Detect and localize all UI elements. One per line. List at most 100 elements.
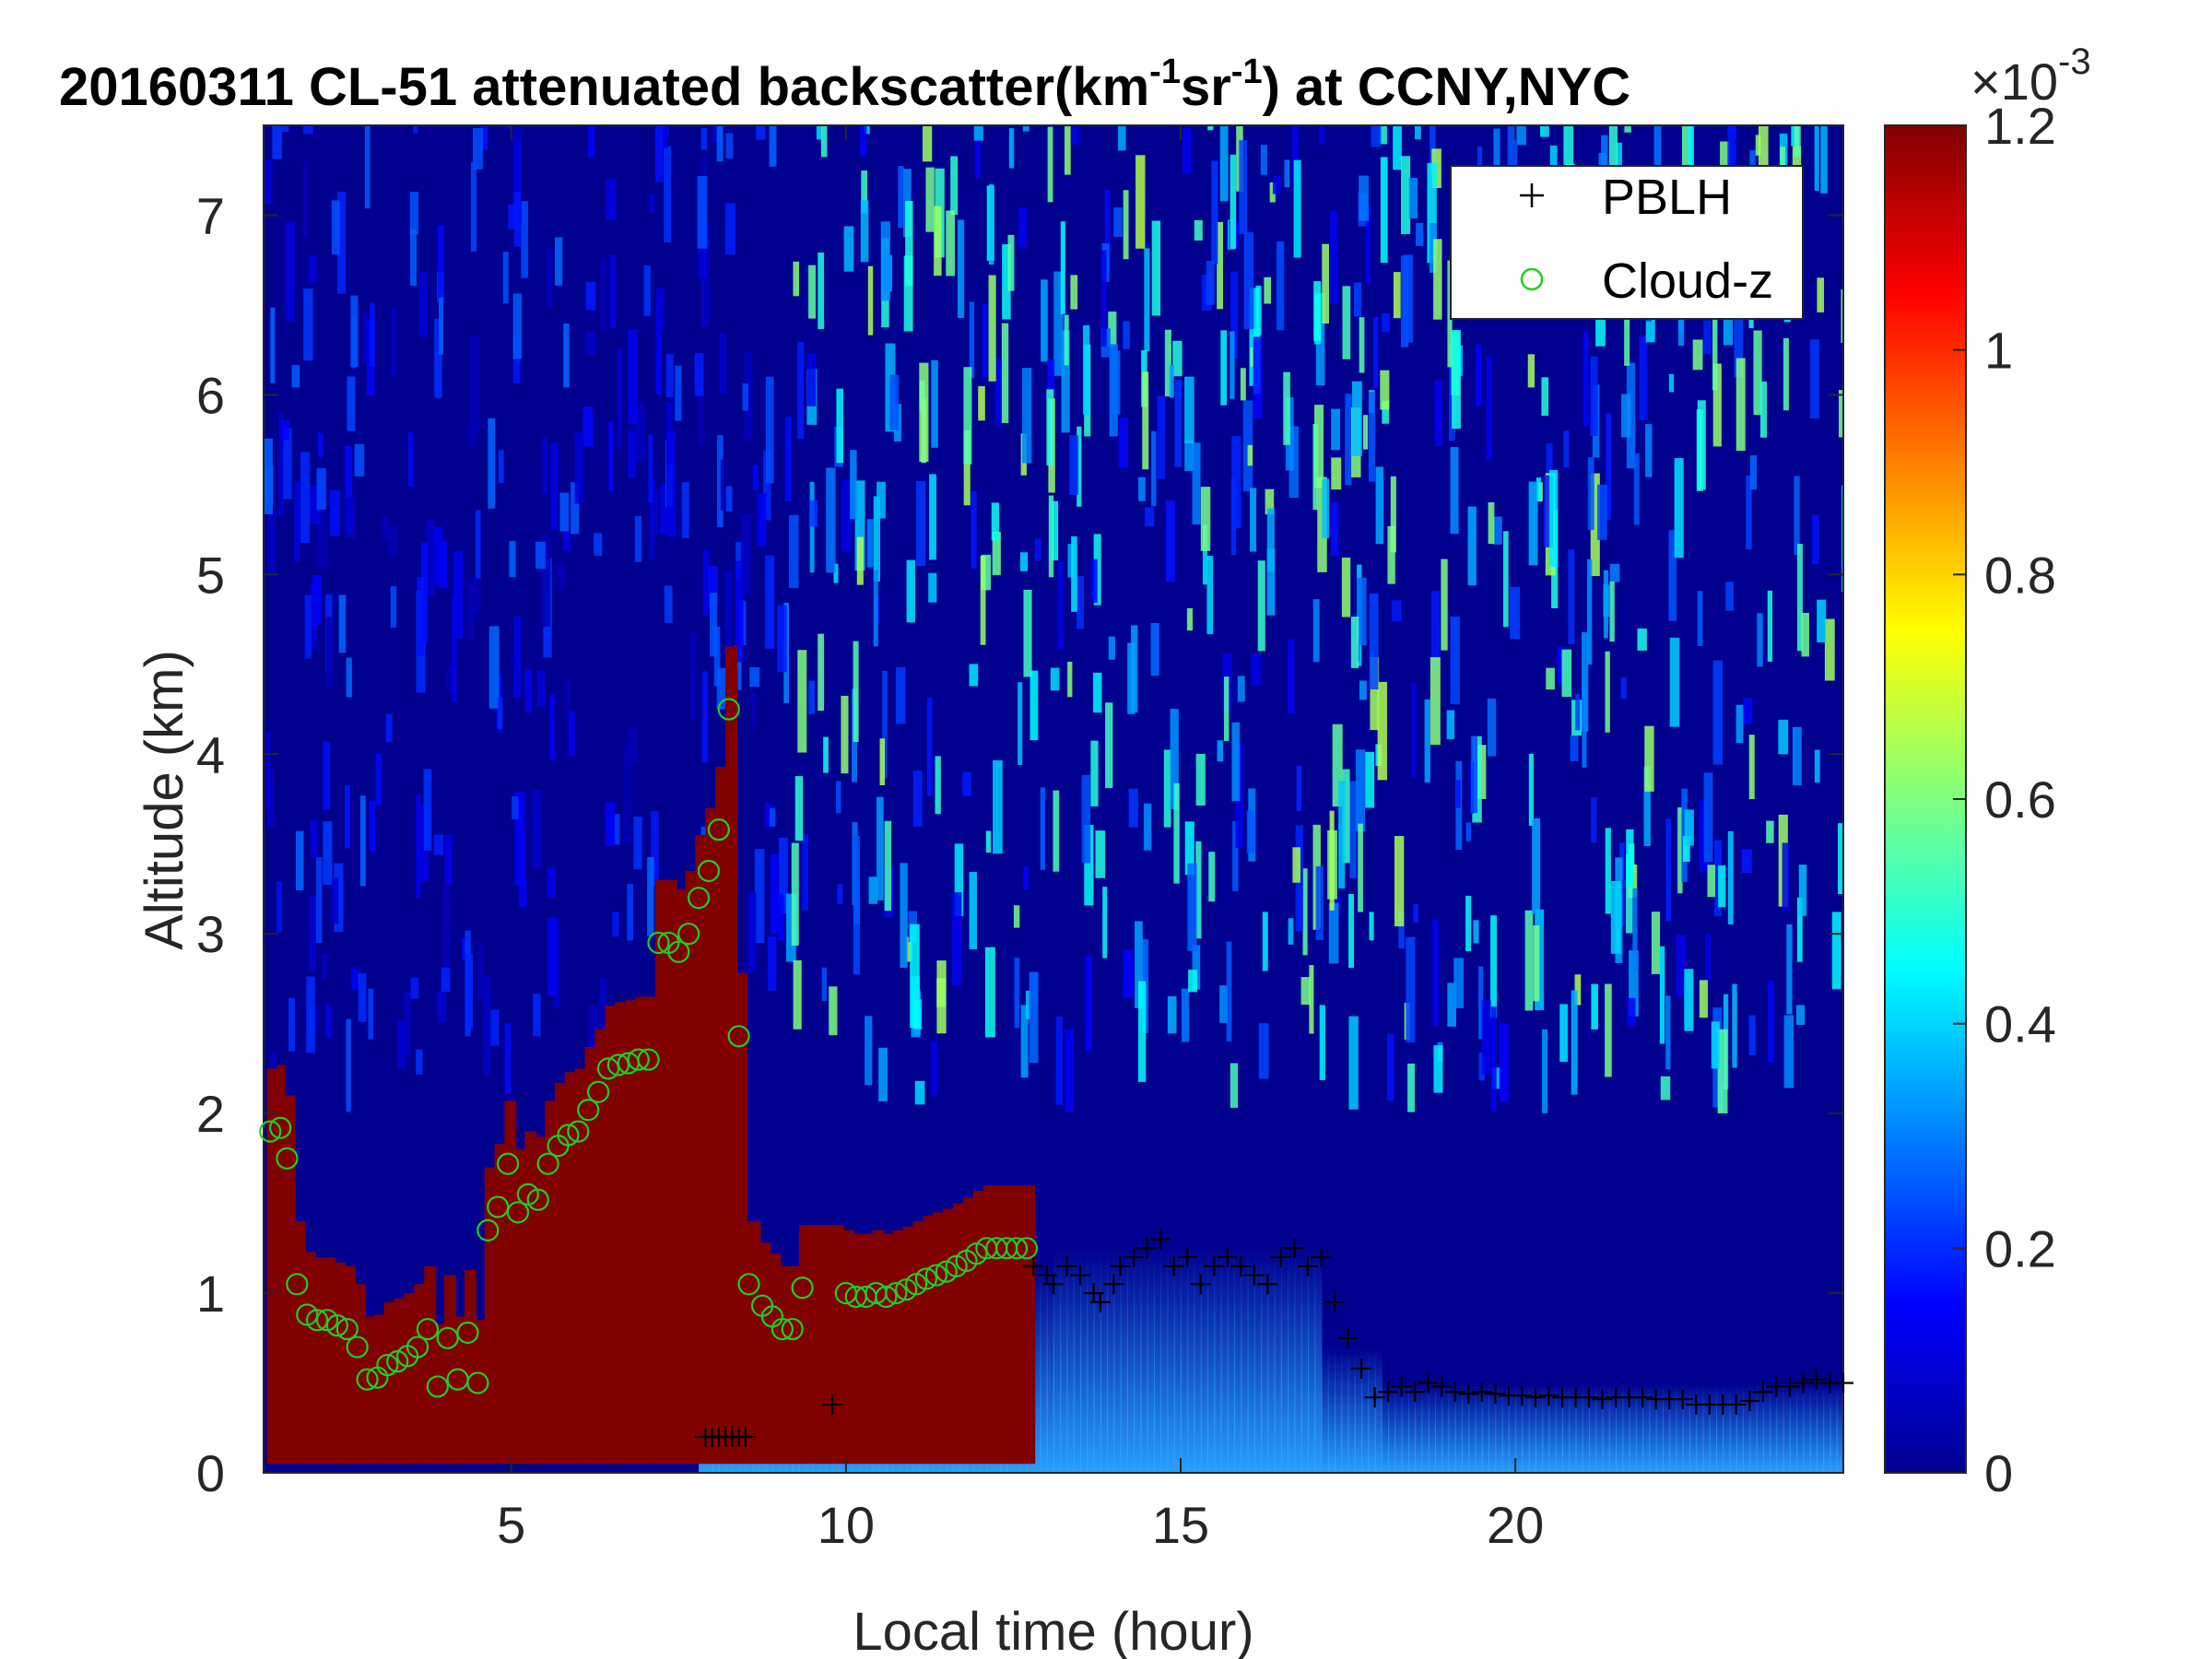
- heatmap-streak: [1202, 524, 1207, 585]
- legend-cloud-label: Cloud-z: [1602, 253, 1773, 309]
- heatmap-streak: [606, 802, 616, 846]
- heatmap-streak: [914, 1080, 925, 1105]
- heatmap-streak: [499, 450, 504, 484]
- heatmap-streak: [1170, 709, 1179, 810]
- heatmap-streak: [270, 307, 276, 383]
- heatmap-streak: [951, 892, 962, 985]
- boundary-layer-column: [1789, 1382, 1798, 1473]
- heatmap-streak: [404, 991, 411, 1056]
- heatmap-streak: [1251, 653, 1262, 686]
- boundary-layer-column: [1280, 1248, 1289, 1473]
- heatmap-streak: [1450, 616, 1461, 705]
- heatmap-streak: [1108, 636, 1115, 660]
- pblh-point: [1089, 1291, 1111, 1312]
- boundary-layer-column: [1602, 1382, 1610, 1473]
- boundary-layer-column: [1207, 1248, 1216, 1473]
- legend-pblh-marker: [1520, 183, 1544, 207]
- boundary-layer-column: [1723, 1382, 1731, 1473]
- boundary-layer-column: [1421, 1382, 1430, 1473]
- heatmap-streak: [1123, 190, 1129, 260]
- cloud-z-point: [557, 1124, 580, 1147]
- heatmap-streak: [829, 986, 838, 1036]
- heatmap-streak: [1778, 719, 1789, 755]
- cloud-column: [615, 1002, 628, 1465]
- heatmap-streak: [315, 856, 323, 943]
- heatmap-streak: [1371, 125, 1382, 147]
- heatmap-streak: [1342, 769, 1350, 864]
- heatmap-streak: [1070, 125, 1080, 145]
- cloud-z-point: [1005, 1237, 1029, 1260]
- boundary-layer-column: [1327, 1347, 1336, 1473]
- heatmap-streak: [1427, 162, 1437, 264]
- heatmap-streak: [316, 466, 327, 569]
- cloud-z-point: [466, 1371, 489, 1394]
- cloud-column: [283, 1095, 296, 1465]
- cloud-z-point: [771, 1317, 794, 1341]
- heatmap-streak: [1362, 415, 1369, 450]
- heatmap-streak: [916, 480, 926, 567]
- cloud-z-point: [885, 1281, 908, 1305]
- heatmap-streak: [1676, 935, 1687, 997]
- y-tick-label: 2: [196, 1085, 225, 1143]
- heatmap-streak: [1476, 345, 1482, 406]
- pblh-point: [1524, 1387, 1546, 1408]
- heatmap-streak: [823, 736, 829, 773]
- cloud-column: [434, 1324, 447, 1465]
- boundary-layer-column: [1288, 1248, 1296, 1473]
- boundary-layer-column: [1488, 1382, 1497, 1473]
- heatmap-streak: [1380, 370, 1390, 410]
- heatmap-streak: [720, 459, 725, 511]
- heatmap-streak: [441, 967, 451, 992]
- heatmap-streak: [1237, 676, 1245, 702]
- boundary-layer-column: [1622, 1382, 1630, 1473]
- cloud-column: [334, 1262, 347, 1465]
- heatmap-streak: [296, 830, 304, 890]
- heatmap-streak: [294, 481, 300, 562]
- heatmap-streak: [735, 542, 742, 579]
- heatmap-streak: [1157, 395, 1166, 479]
- cloud-column: [1023, 1185, 1036, 1465]
- heatmap-streak: [1331, 501, 1339, 557]
- heatmap-streak: [1486, 356, 1492, 460]
- heatmap-streak: [719, 333, 726, 394]
- boundary-layer-column: [1608, 1382, 1618, 1473]
- heatmap-streak: [1192, 442, 1201, 525]
- cloud-column: [993, 1185, 1006, 1465]
- cloud-z-point: [506, 1201, 530, 1224]
- heatmap-streak: [1117, 125, 1126, 151]
- cloud-z-point: [269, 1116, 292, 1139]
- heatmap-streak: [1359, 680, 1367, 700]
- heatmap-streak: [1046, 389, 1054, 466]
- heatmap-streak: [1365, 751, 1375, 808]
- heatmap-streak: [1712, 363, 1722, 447]
- heatmap-streak: [988, 183, 994, 265]
- heatmap-streak: [1349, 781, 1357, 878]
- heatmap-streak: [1697, 400, 1706, 490]
- heatmap-streak: [713, 626, 721, 687]
- heatmap-streak: [1477, 147, 1483, 171]
- cloud-column: [266, 1068, 279, 1465]
- heatmap-streak: [1131, 625, 1138, 713]
- colorbar-tick-label: 0: [1984, 1444, 2013, 1502]
- heatmap-streak: [1258, 1023, 1269, 1079]
- cloud-column: [564, 1072, 577, 1465]
- heatmap-streak: [1424, 699, 1430, 782]
- heatmap-streak: [725, 133, 734, 159]
- heatmap-streak: [1264, 276, 1272, 304]
- heatmap-streak: [1173, 782, 1180, 884]
- heatmap-streak: [308, 254, 317, 283]
- heatmap-streak: [954, 843, 964, 917]
- heatmap-streak: [1559, 1004, 1569, 1063]
- heatmap-streak: [1627, 997, 1636, 1027]
- boundary-layer-column: [1120, 1248, 1128, 1473]
- heatmap-streak: [466, 577, 475, 641]
- heatmap-streak: [1767, 590, 1773, 662]
- boundary-layer-column: [1756, 1382, 1764, 1473]
- heatmap-streak: [280, 420, 289, 441]
- heatmap-streak: [1064, 125, 1071, 175]
- heatmap-streak: [931, 359, 938, 448]
- pblh-point: [1725, 1394, 1747, 1415]
- heatmap-streak: [950, 156, 959, 216]
- heatmap-streak: [931, 1041, 937, 1096]
- heatmap-streak: [925, 167, 935, 232]
